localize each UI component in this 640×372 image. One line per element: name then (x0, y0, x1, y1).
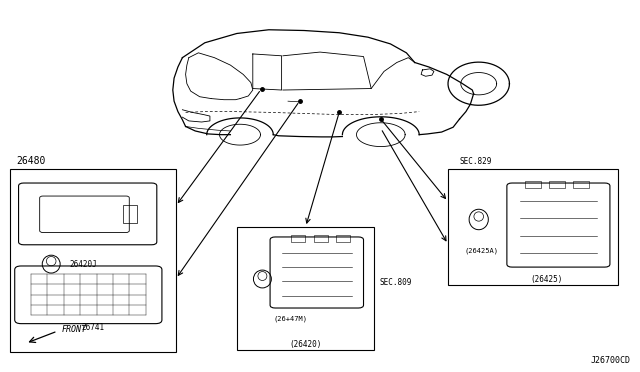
Text: J26700CD: J26700CD (590, 356, 630, 365)
Bar (448, 169, 618, 285)
Bar (314, 235, 328, 242)
Text: 26420J: 26420J (69, 260, 97, 269)
Text: (26425): (26425) (530, 275, 563, 284)
Text: FRONT: FRONT (62, 326, 87, 334)
Bar (123, 205, 137, 223)
Bar (291, 235, 305, 242)
Text: (26+47M): (26+47M) (274, 315, 308, 322)
Text: SEC.809: SEC.809 (380, 278, 412, 287)
Bar (237, 227, 374, 350)
Text: (26420): (26420) (289, 340, 322, 349)
Text: SEC.829: SEC.829 (460, 157, 492, 166)
Bar (10, 169, 176, 352)
Bar (336, 235, 350, 242)
Text: 26741: 26741 (81, 323, 104, 332)
Bar (525, 181, 541, 188)
Bar (549, 181, 565, 188)
Text: (26425A): (26425A) (464, 247, 498, 254)
Bar (573, 181, 589, 188)
Text: 26480: 26480 (16, 155, 45, 166)
